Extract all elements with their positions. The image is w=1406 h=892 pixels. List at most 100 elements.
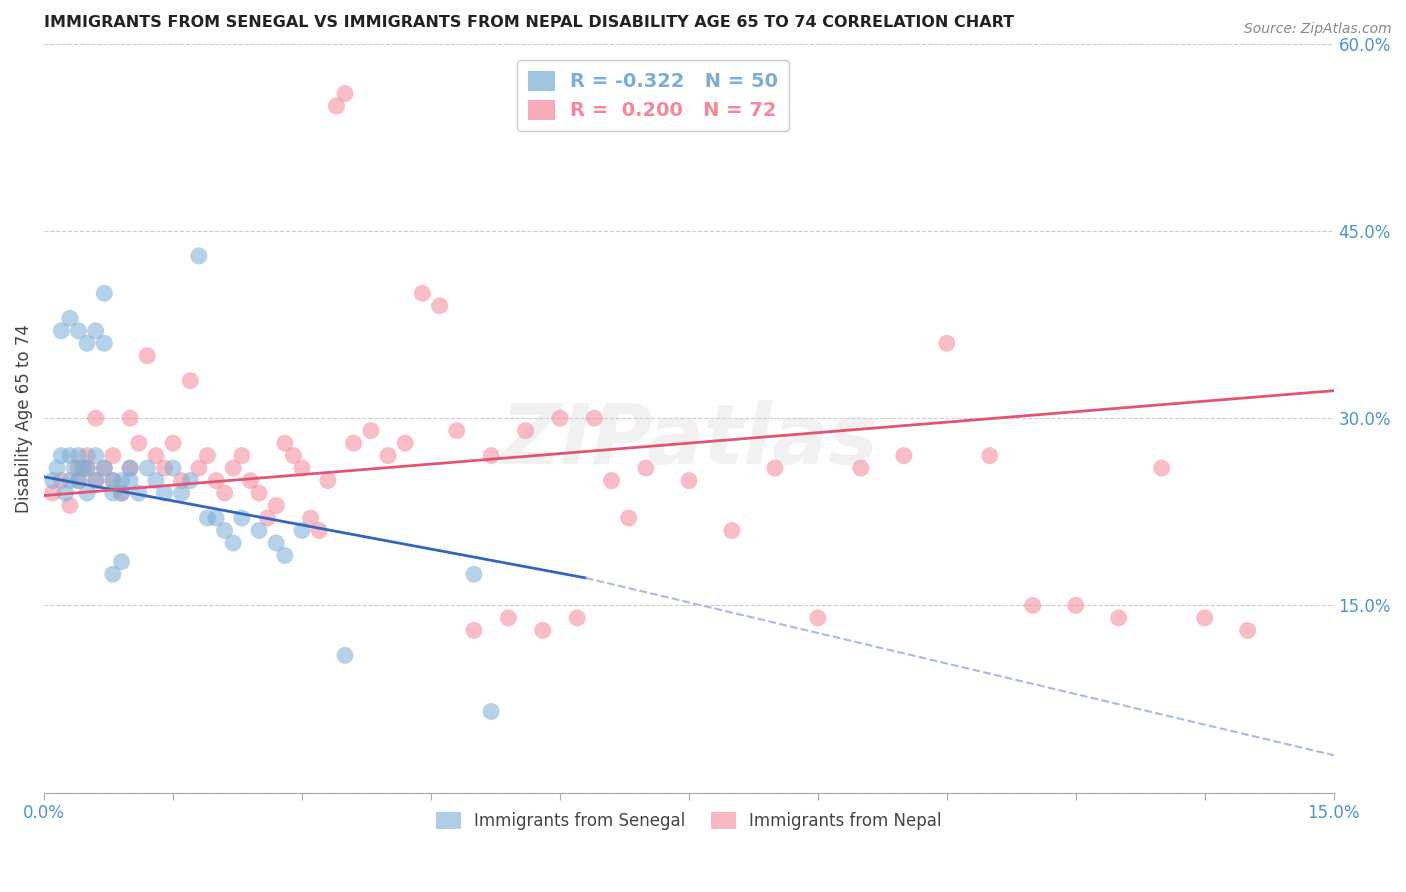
Point xyxy=(214,524,236,538)
Point xyxy=(291,461,314,475)
Point xyxy=(162,461,184,475)
Point xyxy=(59,499,82,513)
Point xyxy=(162,436,184,450)
Point xyxy=(231,449,253,463)
Point xyxy=(583,411,606,425)
Point xyxy=(1108,611,1130,625)
Point xyxy=(72,461,94,475)
Point xyxy=(76,461,98,475)
Point xyxy=(247,524,270,538)
Point xyxy=(205,511,228,525)
Point xyxy=(120,474,142,488)
Point xyxy=(84,474,107,488)
Point xyxy=(515,424,537,438)
Point xyxy=(187,461,209,475)
Text: ZIPatlas: ZIPatlas xyxy=(501,401,877,481)
Point xyxy=(197,511,219,525)
Point xyxy=(153,486,176,500)
Point xyxy=(145,449,167,463)
Text: Source: ZipAtlas.com: Source: ZipAtlas.com xyxy=(1244,22,1392,37)
Point xyxy=(721,524,744,538)
Point xyxy=(136,461,159,475)
Point xyxy=(377,449,399,463)
Point xyxy=(1064,599,1087,613)
Point xyxy=(197,449,219,463)
Point xyxy=(807,611,830,625)
Point xyxy=(531,624,554,638)
Point xyxy=(101,567,124,582)
Point xyxy=(59,449,82,463)
Point xyxy=(308,524,330,538)
Point xyxy=(548,411,571,425)
Point xyxy=(67,461,90,475)
Point xyxy=(283,449,305,463)
Point xyxy=(600,474,623,488)
Point xyxy=(67,324,90,338)
Point xyxy=(120,461,142,475)
Point xyxy=(55,486,77,500)
Point xyxy=(170,486,193,500)
Point xyxy=(763,461,786,475)
Point xyxy=(41,474,63,488)
Point xyxy=(291,524,314,538)
Point xyxy=(84,474,107,488)
Point xyxy=(634,461,657,475)
Point xyxy=(51,449,73,463)
Point xyxy=(120,411,142,425)
Legend: Immigrants from Senegal, Immigrants from Nepal: Immigrants from Senegal, Immigrants from… xyxy=(429,805,948,837)
Point xyxy=(498,611,520,625)
Point xyxy=(1022,599,1045,613)
Point xyxy=(214,486,236,500)
Point xyxy=(128,486,150,500)
Point xyxy=(239,474,262,488)
Point xyxy=(222,536,245,550)
Point xyxy=(170,474,193,488)
Y-axis label: Disability Age 65 to 74: Disability Age 65 to 74 xyxy=(15,324,32,513)
Point xyxy=(463,624,485,638)
Point xyxy=(187,249,209,263)
Point xyxy=(411,286,433,301)
Point xyxy=(101,474,124,488)
Point xyxy=(479,705,502,719)
Point xyxy=(617,511,640,525)
Point xyxy=(63,461,86,475)
Point xyxy=(333,648,356,663)
Point xyxy=(247,486,270,500)
Point xyxy=(93,336,115,351)
Point xyxy=(76,336,98,351)
Point xyxy=(274,436,297,450)
Point xyxy=(849,461,872,475)
Point xyxy=(360,424,382,438)
Point xyxy=(222,461,245,475)
Point xyxy=(299,511,322,525)
Point xyxy=(979,449,1001,463)
Point xyxy=(67,474,90,488)
Point xyxy=(394,436,416,450)
Point xyxy=(46,461,69,475)
Point xyxy=(316,474,339,488)
Point xyxy=(145,474,167,488)
Point xyxy=(67,474,90,488)
Point xyxy=(101,486,124,500)
Point xyxy=(678,474,700,488)
Point xyxy=(51,474,73,488)
Point xyxy=(110,486,132,500)
Point xyxy=(893,449,915,463)
Point xyxy=(205,474,228,488)
Point xyxy=(110,555,132,569)
Point xyxy=(67,449,90,463)
Point xyxy=(274,549,297,563)
Point xyxy=(128,436,150,450)
Point xyxy=(59,311,82,326)
Point xyxy=(101,449,124,463)
Point xyxy=(429,299,451,313)
Point xyxy=(565,611,588,625)
Point xyxy=(76,461,98,475)
Point xyxy=(342,436,364,450)
Point xyxy=(179,374,201,388)
Point xyxy=(333,87,356,101)
Point xyxy=(179,474,201,488)
Point xyxy=(256,511,278,525)
Point xyxy=(1236,624,1258,638)
Point xyxy=(1150,461,1173,475)
